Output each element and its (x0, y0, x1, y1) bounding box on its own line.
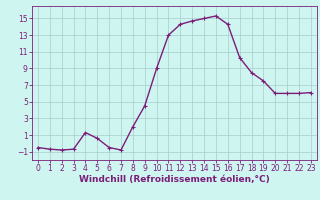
X-axis label: Windchill (Refroidissement éolien,°C): Windchill (Refroidissement éolien,°C) (79, 175, 270, 184)
